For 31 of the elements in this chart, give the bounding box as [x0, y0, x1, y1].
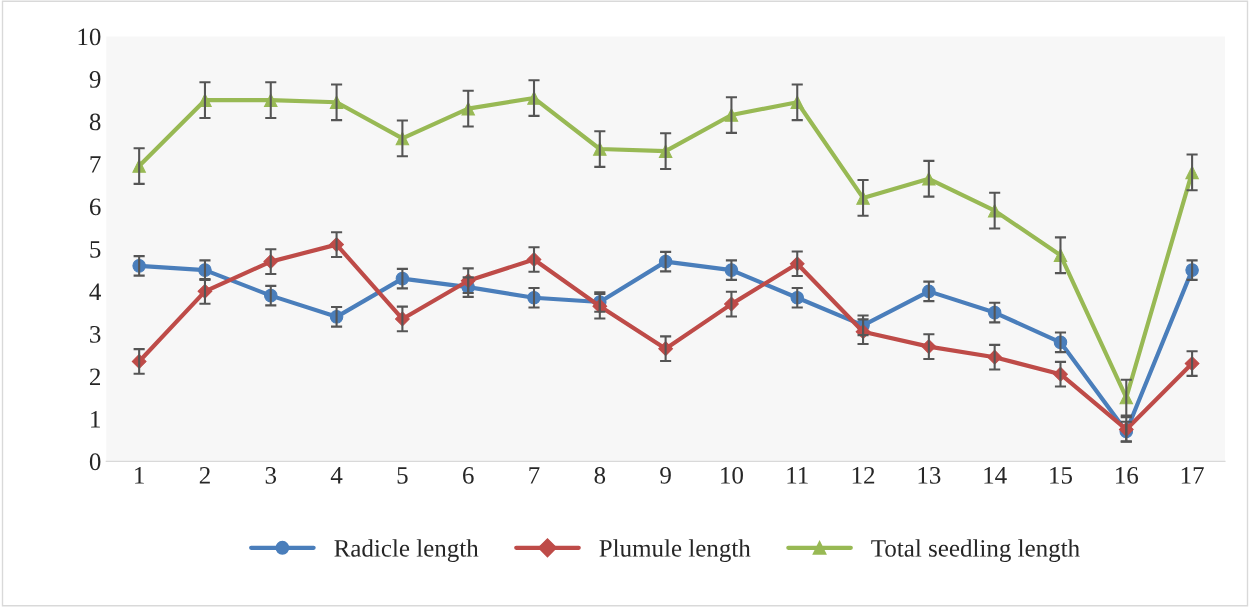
x-tick-label: 1	[135, 467, 144, 484]
x-tick-label: 9	[660, 466, 671, 484]
legend-label: Plumule length	[599, 539, 751, 562]
y-tick-label: 7	[90, 156, 101, 173]
x-tick-label: 7	[529, 467, 540, 484]
x-tick-label: 14	[984, 467, 1007, 484]
x-tick-label: 15	[1050, 467, 1072, 484]
y-tick-label: 2	[89, 368, 101, 386]
legend-label: Total seedling length	[871, 539, 1080, 562]
x-tick-label: 16	[1115, 466, 1139, 484]
x-tick-label: 17	[1181, 467, 1204, 484]
y-tick-label: 3	[90, 325, 101, 343]
x-tick-label: 3	[265, 466, 277, 484]
x-tick-label: 8	[594, 466, 606, 484]
y-tick-label: 1	[91, 411, 100, 428]
x-tick-label: 10	[721, 466, 743, 484]
x-tick-label: 12	[852, 466, 875, 484]
x-tick-label: 5	[397, 467, 408, 484]
x-tick-label: 4	[330, 467, 343, 484]
y-tick-label: 9	[89, 71, 101, 88]
x-tick-label: 6	[463, 466, 474, 484]
x-tick-label: 2	[199, 466, 210, 484]
y-tick-label: 10	[78, 28, 101, 46]
x-tick-label: 13	[918, 466, 941, 484]
legend-label: Radicle length	[334, 539, 479, 562]
y-tick-label: 8	[89, 113, 101, 131]
y-tick-label: 4	[89, 283, 101, 301]
y-tick-label: 0	[89, 453, 101, 471]
y-tick-label: 5	[90, 241, 101, 258]
x-tick-label: 11	[787, 467, 808, 484]
y-tick-label: 6	[89, 198, 101, 216]
